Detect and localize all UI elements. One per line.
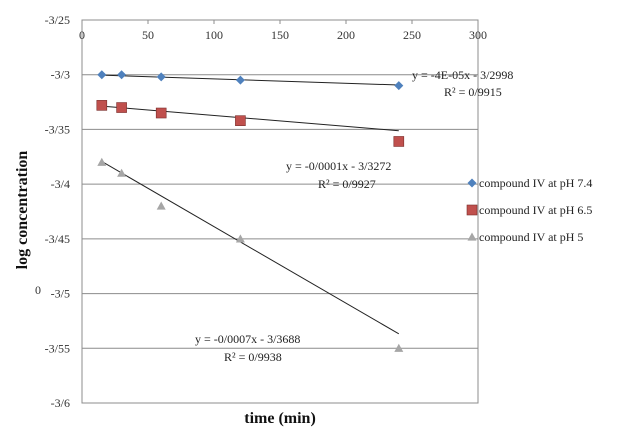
y-tick-label: -3/45: [45, 232, 70, 246]
data-point: [156, 201, 166, 210]
x-tick-label: 300: [469, 28, 487, 42]
x-tick-label: 100: [205, 28, 223, 42]
y-tick-label: -3/6: [51, 396, 70, 410]
data-point: [235, 234, 245, 243]
data-point: [155, 107, 167, 119]
trendlines: [101, 74, 400, 335]
axes: [81, 19, 479, 404]
x-tick-label: 250: [403, 28, 421, 42]
trend-equation: y = -0/0001x - 3/3272: [286, 159, 391, 173]
data-point: [97, 157, 107, 166]
y-tick-label: -3/35: [45, 122, 70, 136]
trend-equation: y = -0/0007x - 3/3688: [195, 332, 300, 346]
trend-r-squared: R² = 0/9938: [224, 350, 282, 364]
y-tick-labels: -3/25 -3/3 -3/35 -3/4 -3/45 -3/5 -3/55 -3/6: [45, 13, 70, 410]
y-axis-title: log concentration: [14, 151, 31, 270]
data-point: [235, 115, 246, 126]
trendline: [101, 74, 399, 86]
data-point: [117, 70, 127, 80]
data-point: [117, 168, 127, 177]
trend-r-squared: R² = 0/9927: [318, 177, 376, 191]
data-point: [96, 100, 108, 111]
legend-label: compound IV at pH 6.5: [479, 203, 592, 217]
trendline: [101, 105, 399, 132]
y-tick-label: -3/55: [45, 341, 70, 355]
data-points: [96, 70, 405, 352]
legend-marker: [467, 178, 477, 188]
grid: [82, 19, 478, 404]
data-point: [156, 72, 166, 82]
legend-marker: [467, 232, 477, 241]
y-tick-label: -3/3: [51, 68, 70, 82]
trend-r-squared: R² = 0/9915: [444, 85, 502, 99]
legend-label: compound IV at pH 5: [479, 230, 583, 244]
x-tick-label: 0: [79, 28, 85, 42]
data-point: [235, 75, 245, 85]
data-point: [394, 81, 404, 91]
x-tick-label: 50: [142, 28, 154, 42]
y-axis-title-subscript: 0: [35, 283, 41, 297]
legend-label: compound IV at pH 7.4: [479, 176, 592, 190]
data-point: [393, 136, 405, 147]
trendline: [101, 161, 400, 335]
x-tick-label: 200: [337, 28, 355, 42]
y-tick-label: -3/25: [45, 13, 70, 27]
trend-equation: y = -4E-05x - 3/2998: [412, 68, 513, 82]
y-tick-label: -3/4: [51, 177, 70, 191]
legend: compound IV at pH 7.4 compound IV at pH 6…: [466, 176, 592, 244]
data-point: [116, 102, 127, 113]
x-tick-label: 150: [271, 28, 289, 42]
trend-equations: y = -4E-05x - 3/2998 R² = 0/9915 y = -0/00…: [195, 68, 513, 364]
x-axis-title: time (min): [244, 410, 316, 427]
x-tick-labels: 0 50 100 150 200 250 300: [79, 28, 487, 42]
y-tick-label: -3/5: [51, 287, 70, 301]
legend-marker: [466, 204, 478, 216]
data-point: [97, 70, 107, 80]
data-point: [394, 343, 404, 352]
